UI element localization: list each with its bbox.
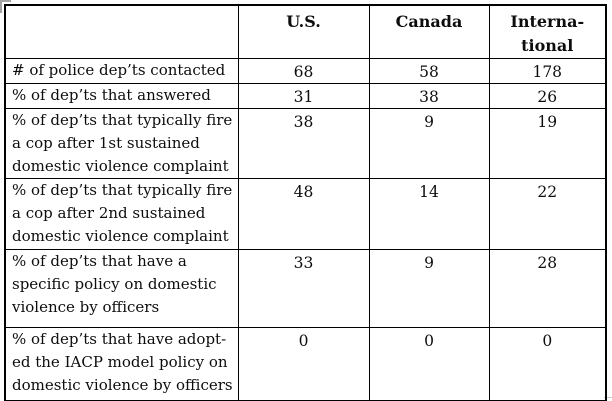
table-row: # of police dep’ts contacted 68 58 178 <box>4 58 607 84</box>
cell-value-us: 48 <box>237 178 370 250</box>
cell-value-international: 22 <box>488 178 607 250</box>
cell-value-canada: 9 <box>368 249 490 328</box>
cell-value-canada: 58 <box>368 58 490 84</box>
police-domestic-violence-stats-table: U.S. Canada Interna- tional # of police … <box>4 4 607 401</box>
col-header-canada: Canada <box>368 4 490 59</box>
crop-artifact-top-left-horizontal <box>0 0 11 2</box>
cell-value-international: 178 <box>488 58 607 84</box>
cell-value-canada: 38 <box>368 83 490 109</box>
cell-value-international: 0 <box>488 327 607 401</box>
cell-value-canada: 0 <box>368 327 490 401</box>
cell-value-canada: 9 <box>368 108 490 179</box>
cell-value-us: 38 <box>237 108 370 179</box>
crop-artifact-bottom-right-horizontal <box>604 397 612 398</box>
row-label: % of dep’ts that typically fire a cop af… <box>4 178 239 250</box>
cell-value-us: 31 <box>237 83 370 109</box>
cell-value-international: 26 <box>488 83 607 109</box>
table-row: % of dep’ts that have a specific policy … <box>4 249 607 328</box>
header-row: U.S. Canada Interna- tional <box>4 4 607 59</box>
cell-value-us: 33 <box>237 249 370 328</box>
row-label: % of dep’ts that typically fire a cop af… <box>4 108 239 179</box>
row-label: % of dep’ts that have adopt- ed the IACP… <box>4 327 239 401</box>
cell-value-international: 28 <box>488 249 607 328</box>
table-row: % of dep’ts that typically fire a cop af… <box>4 108 607 179</box>
crop-artifact-top-left-vertical <box>0 0 2 13</box>
cell-value-international: 19 <box>488 108 607 179</box>
row-label: # of police dep’ts contacted <box>4 58 239 84</box>
row-label: % of dep’ts that answered <box>4 83 239 109</box>
cell-value-us: 68 <box>237 58 370 84</box>
table-row: % of dep’ts that typically fire a cop af… <box>4 178 607 250</box>
col-header-us: U.S. <box>237 4 370 59</box>
col-header-international: Interna- tional <box>488 4 607 59</box>
table-row: % of dep’ts that answered 31 38 26 <box>4 83 607 109</box>
cell-value-canada: 14 <box>368 178 490 250</box>
cell-value-us: 0 <box>237 327 370 401</box>
col-header-empty <box>4 4 239 59</box>
table-row: % of dep’ts that have adopt- ed the IACP… <box>4 327 607 401</box>
row-label: % of dep’ts that have a specific policy … <box>4 249 239 328</box>
